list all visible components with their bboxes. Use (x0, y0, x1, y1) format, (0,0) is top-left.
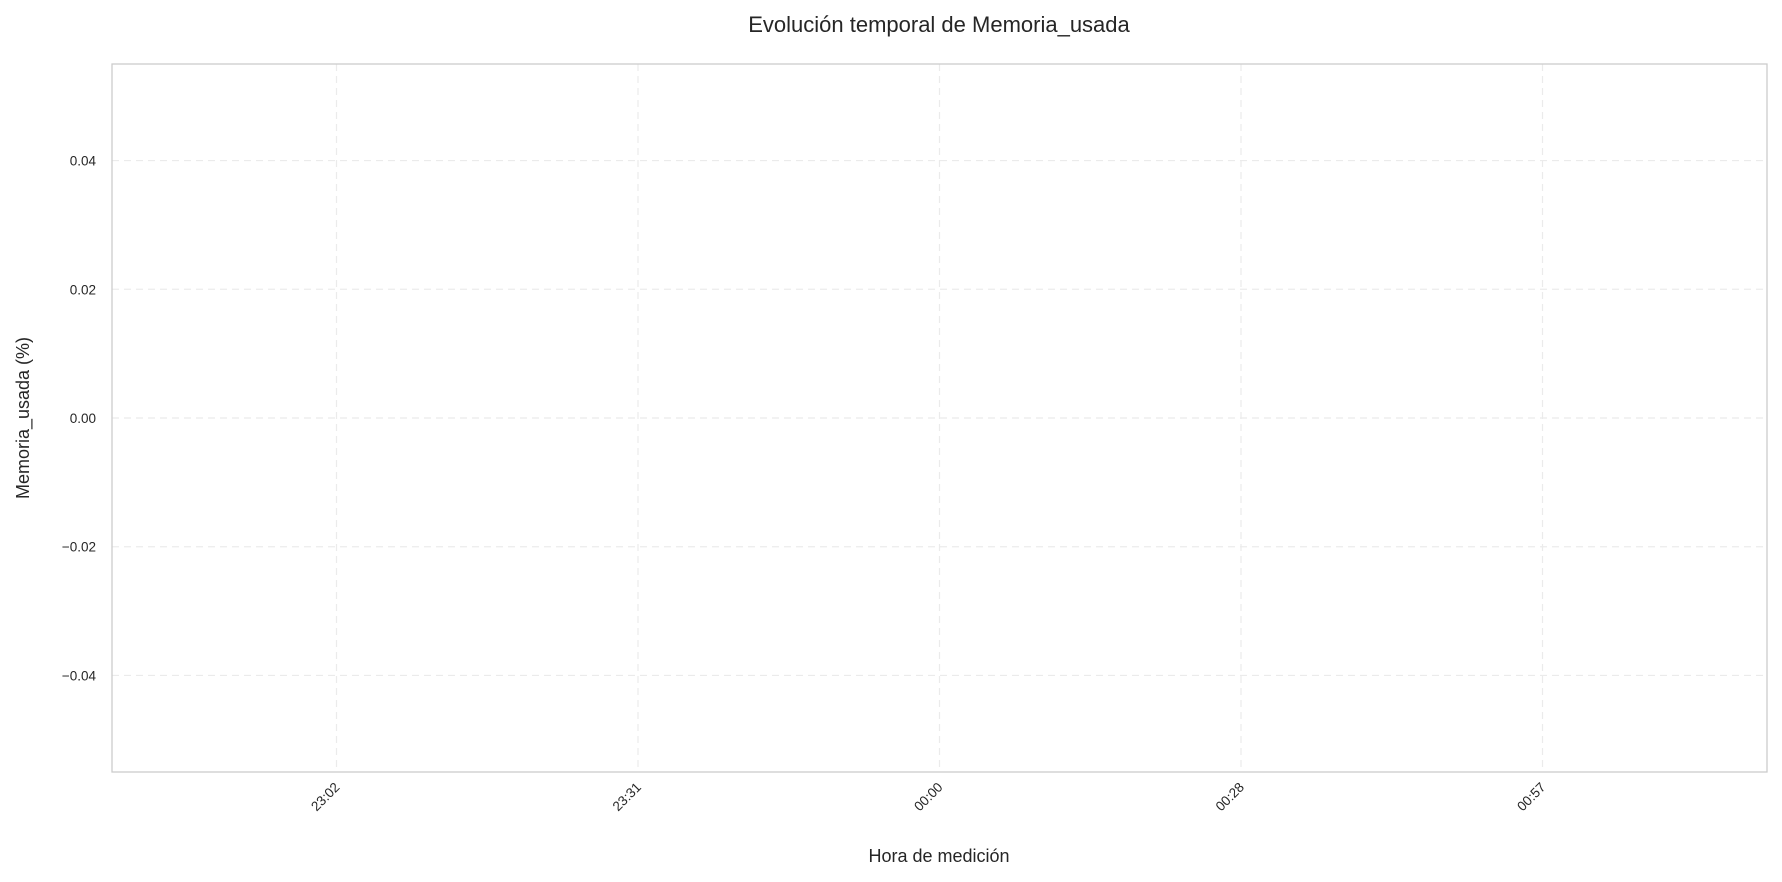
y-tick-label: −0.04 (62, 668, 97, 683)
plot-area-frame (111, 63, 1768, 773)
y-tick-label: 0.04 (70, 154, 97, 169)
x-axis-ticks: 23:02 23:31 00:00 00:28 00:57 (308, 780, 1549, 815)
y-axis-label: Memoria_usada (%) (13, 337, 34, 499)
x-tick-label: 23:31 (610, 780, 645, 815)
x-tick-label: 23:02 (308, 780, 343, 815)
y-axis-ticks: 0.04 0.02 0.00 −0.02 −0.04 (62, 154, 97, 684)
x-tick-label: 00:00 (911, 780, 946, 815)
grid-lines (112, 64, 1767, 772)
y-tick-label: −0.02 (62, 540, 96, 555)
y-tick-label: 0.02 (70, 282, 96, 297)
chart-title: Evolución temporal de Memoria_usada (748, 12, 1130, 37)
y-tick-label: 0.00 (70, 411, 96, 426)
x-axis-label: Hora de medición (868, 846, 1009, 866)
x-tick-label: 00:57 (1514, 780, 1549, 815)
x-tick-label: 00:28 (1213, 780, 1248, 815)
